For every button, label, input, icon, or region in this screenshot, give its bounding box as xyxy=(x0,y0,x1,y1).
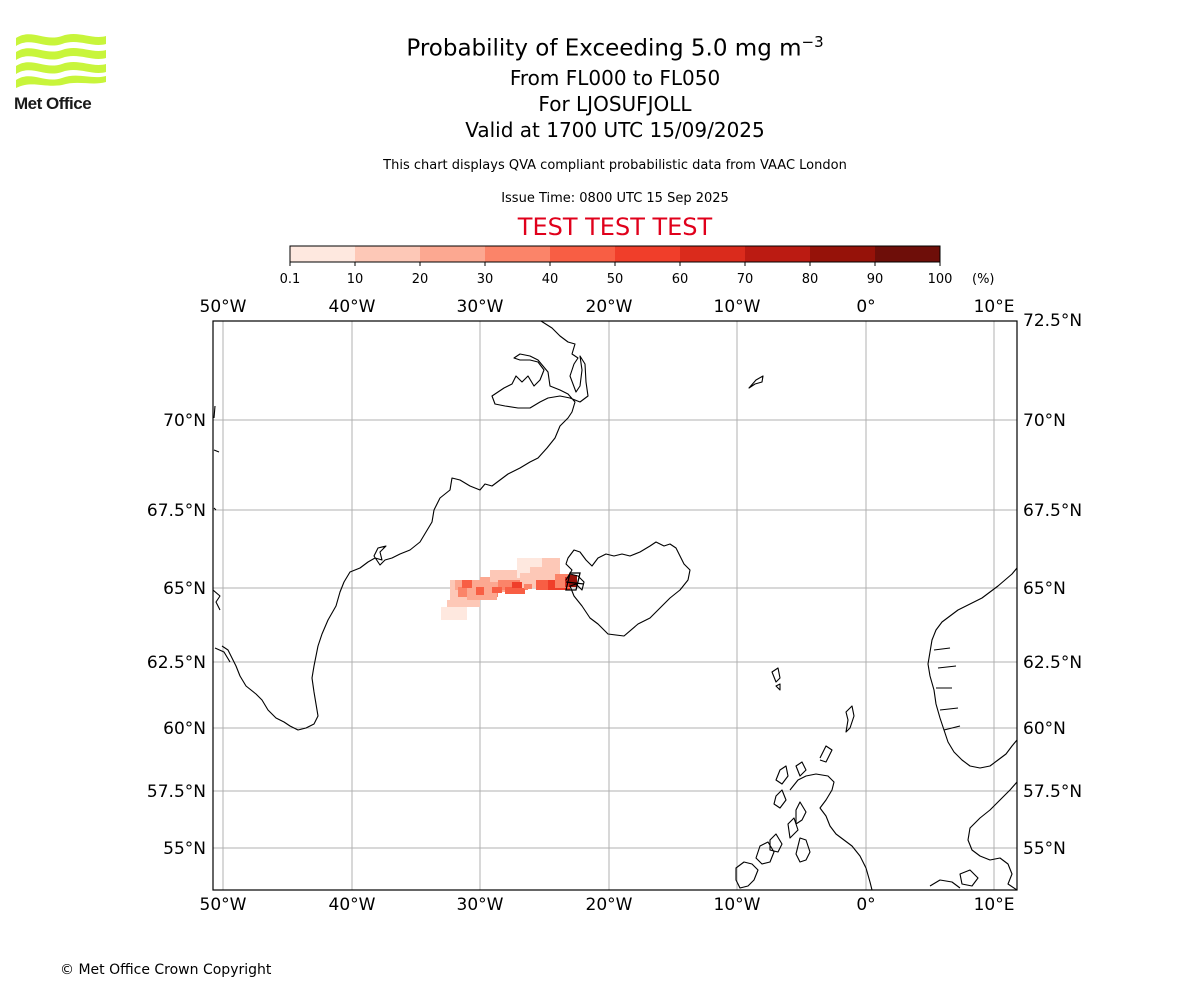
lon-label-top: 10°E xyxy=(974,297,1015,317)
issue-time: Issue Time: 0800 UTC 15 Sep 2025 xyxy=(501,191,729,206)
lon-label-bottom: 10°E xyxy=(974,895,1015,910)
plume-cell xyxy=(536,580,556,590)
colorbar-tick-label: 80 xyxy=(802,272,819,287)
plume-cell xyxy=(569,575,577,587)
map-frame xyxy=(212,320,1018,891)
plume-cell xyxy=(542,558,560,570)
colorbar-segment xyxy=(355,246,420,262)
lat-label-left: 62.5°N xyxy=(147,653,206,673)
ireland-coast xyxy=(735,861,759,889)
colorbar-tick-label: 100 xyxy=(928,272,953,287)
lat-label-left: 57.5°N xyxy=(147,782,206,802)
map-gridlines xyxy=(213,321,1017,890)
faroe-coast xyxy=(771,667,781,691)
colorbar-tick-label: 70 xyxy=(737,272,754,287)
chart-title: Probability of Exceeding 5.0 mg m−3 xyxy=(406,33,824,62)
plume-cell xyxy=(492,587,502,593)
lat-label-left: 65°N xyxy=(163,579,206,599)
lon-label-bottom: 30°W xyxy=(457,895,504,910)
lon-label-top: 0° xyxy=(856,297,875,317)
lon-label-top: 10°W xyxy=(714,297,761,317)
lon-label-top: 20°W xyxy=(586,297,633,317)
lon-label-top: 40°W xyxy=(329,297,376,317)
lat-label-right: 67.5°N xyxy=(1023,501,1082,521)
ash-probability-plume xyxy=(441,558,585,620)
colorbar-tick-label: 0.1 xyxy=(280,272,300,287)
iceland-coast xyxy=(565,541,691,637)
lon-label-top: 30°W xyxy=(457,297,504,317)
lat-label-left: 70°N xyxy=(163,411,206,431)
greenland-coast xyxy=(221,321,589,731)
lat-label-left: 55°N xyxy=(163,839,206,859)
flight-level-range: From FL000 to FL050 xyxy=(509,65,721,90)
lon-label-bottom: 20°W xyxy=(586,895,633,910)
lat-label-left: 60°N xyxy=(163,719,206,739)
plume-cell xyxy=(505,587,525,594)
colorbar-tick-label: 10 xyxy=(347,272,364,287)
colorbar-tick-label: 40 xyxy=(542,272,559,287)
colorbar-unit: (%) xyxy=(972,272,995,287)
volcano-marker-icon xyxy=(565,572,585,591)
plume-cell xyxy=(530,567,560,575)
lat-label-left: 67.5°N xyxy=(147,501,206,521)
colorbar-tick-label: 90 xyxy=(867,272,884,287)
copyright-notice: © Met Office Crown Copyright xyxy=(60,962,272,978)
colorbar-segment xyxy=(745,246,810,262)
plume-cell xyxy=(524,584,532,589)
lon-label-bottom: 10°W xyxy=(714,895,761,910)
lat-label-right: 60°N xyxy=(1023,719,1066,739)
colorbar-tick-label: 60 xyxy=(672,272,689,287)
britain-coast xyxy=(755,745,873,890)
lat-label-right: 62.5°N xyxy=(1023,653,1082,673)
norway-coast xyxy=(927,567,1017,769)
met-office-logo: Met Office xyxy=(14,30,109,113)
colorbar-tick-label: 50 xyxy=(607,272,624,287)
shetland-coast xyxy=(845,705,855,733)
jan-mayen-coast xyxy=(748,375,764,389)
colorbar-segment xyxy=(810,246,875,262)
lat-label-right: 57.5°N xyxy=(1023,782,1082,802)
logo-waves-icon xyxy=(16,34,106,88)
valid-time: Valid at 1700 UTC 15/09/2025 xyxy=(465,117,765,142)
colorbar-segment xyxy=(420,246,485,262)
volcano-name: For LJOSUFJOLL xyxy=(538,91,692,116)
plume-cell xyxy=(490,570,520,582)
lat-label-right: 65°N xyxy=(1023,579,1066,599)
colorbar-tick-label: 30 xyxy=(477,272,494,287)
plume-cell xyxy=(512,582,522,588)
lon-label-bottom: 40°W xyxy=(329,895,376,910)
chart-title-block: Probability of Exceeding 5.0 mg m−3 From… xyxy=(0,26,1200,143)
map-panel: 50°W 40°W 30°W 20°W 10°W 0° 10°E 50°W 40°W 30°W 2… xyxy=(147,297,1082,910)
lon-label-top: 50°W xyxy=(200,297,247,317)
colorbar-tick-label: 20 xyxy=(412,272,429,287)
colorbar: 0.1 10 20 30 40 50 60 70 80 90 100 (%) xyxy=(280,245,995,287)
chart-subtitle: This chart displays QVA compliant probab… xyxy=(383,158,847,173)
plume-cell xyxy=(476,587,484,595)
colorbar-segment xyxy=(485,246,550,262)
colorbar-segment xyxy=(550,246,615,262)
coastlines xyxy=(213,321,1017,890)
colorbar-segment xyxy=(615,246,680,262)
colorbar-segment xyxy=(680,246,745,262)
test-banner: TEST TEST TEST xyxy=(517,213,713,241)
logo-text: Met Office xyxy=(14,94,92,113)
lon-label-bottom: 0° xyxy=(856,895,875,910)
lat-label-right: 55°N xyxy=(1023,839,1066,859)
plume-cell xyxy=(441,607,467,620)
lon-label-bottom: 50°W xyxy=(200,895,247,910)
colorbar-segment xyxy=(290,246,355,262)
lat-label-right: 72.5°N xyxy=(1023,311,1082,331)
lat-label-right: 70°N xyxy=(1023,411,1066,431)
plume-cell xyxy=(462,580,472,588)
colorbar-segment xyxy=(875,246,940,262)
scandinavia-south-coast xyxy=(929,781,1017,890)
